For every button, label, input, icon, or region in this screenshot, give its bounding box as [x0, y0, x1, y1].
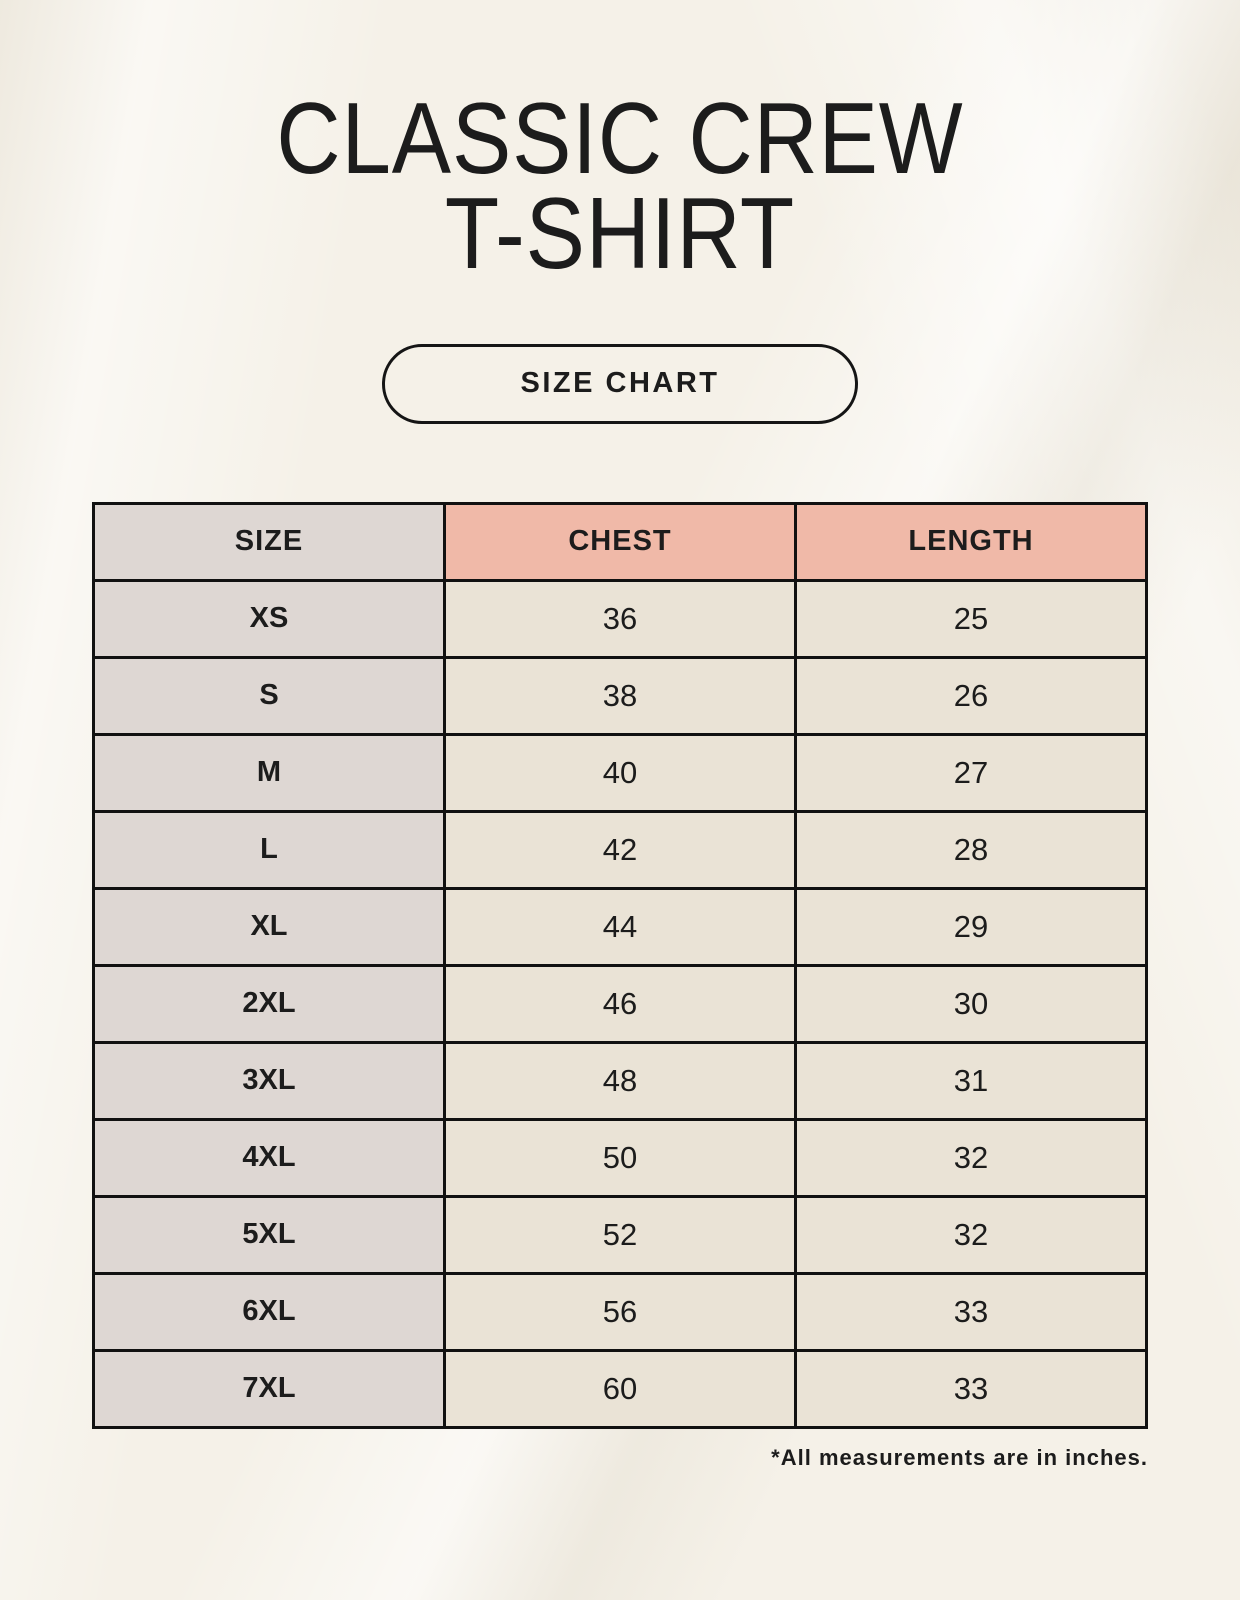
size-cell: 4XL: [92, 1117, 446, 1198]
chest-cell: 44: [443, 886, 797, 967]
size-chart-badge[interactable]: SIZE CHART: [382, 343, 858, 424]
table-row: XS 36 25: [92, 578, 1148, 659]
table-row: 7XL 60 33: [92, 1348, 1148, 1429]
length-cell: 31: [794, 1040, 1148, 1121]
size-cell: 2XL: [92, 963, 446, 1044]
table-row: XL 44 29: [92, 886, 1148, 967]
length-cell: 27: [794, 732, 1148, 813]
length-cell: 33: [794, 1348, 1148, 1429]
table-row: 4XL 50 32: [92, 1117, 1148, 1198]
title-line-2: T-SHIRT: [444, 177, 796, 290]
column-header-size: SIZE: [92, 501, 446, 582]
size-chart-table-body: XS 36 25 S 38 26 M 40 27 L 42 28 XL 44 29 2XL 46 30 3XL 48 3…: [92, 578, 1148, 1429]
size-chart-table: SIZE CHEST LENGTH XS 36 25 S 38 26 M 40 27 L 42 28 X…: [92, 501, 1148, 1429]
chest-cell: 42: [443, 809, 797, 890]
length-cell: 32: [794, 1194, 1148, 1275]
table-row: L 42 28: [92, 809, 1148, 890]
length-cell: 32: [794, 1117, 1148, 1198]
chest-cell: 52: [443, 1194, 797, 1275]
chest-cell: 38: [443, 655, 797, 736]
length-cell: 28: [794, 809, 1148, 890]
measurements-footnote: *All measurements are in inches.: [771, 1444, 1148, 1470]
size-chart-table-head: SIZE CHEST LENGTH: [92, 501, 1148, 582]
chest-cell: 48: [443, 1040, 797, 1121]
length-cell: 26: [794, 655, 1148, 736]
size-cell: S: [92, 655, 446, 736]
chest-cell: 36: [443, 578, 797, 659]
size-cell: L: [92, 809, 446, 890]
table-row: 3XL 48 31: [92, 1040, 1148, 1121]
size-cell: M: [92, 732, 446, 813]
table-row: 2XL 46 30: [92, 963, 1148, 1044]
table-row: 5XL 52 32: [92, 1194, 1148, 1275]
size-chart-badge-label: SIZE CHART: [520, 367, 720, 400]
length-cell: 33: [794, 1271, 1148, 1352]
table-row: M 40 27: [92, 732, 1148, 813]
chest-cell: 46: [443, 963, 797, 1044]
length-cell: 29: [794, 886, 1148, 967]
page-title: CLASSIC CREW T-SHIRT: [74, 83, 1165, 290]
table-row: S 38 26: [92, 655, 1148, 736]
header-row: SIZE CHEST LENGTH: [92, 501, 1148, 582]
size-cell: XL: [92, 886, 446, 967]
table-row: 6XL 56 33: [92, 1271, 1148, 1352]
size-cell: 5XL: [92, 1194, 446, 1275]
column-header-length: LENGTH: [794, 501, 1148, 582]
chest-cell: 40: [443, 732, 797, 813]
chest-cell: 56: [443, 1271, 797, 1352]
title-line-1: CLASSIC CREW: [276, 83, 964, 195]
size-cell: 7XL: [92, 1348, 446, 1429]
size-cell: 3XL: [92, 1040, 446, 1121]
size-cell: 6XL: [92, 1271, 446, 1352]
size-cell: XS: [92, 578, 446, 659]
column-header-chest: CHEST: [443, 501, 797, 582]
chest-cell: 60: [443, 1348, 797, 1429]
chest-cell: 50: [443, 1117, 797, 1198]
length-cell: 25: [794, 578, 1148, 659]
length-cell: 30: [794, 963, 1148, 1044]
